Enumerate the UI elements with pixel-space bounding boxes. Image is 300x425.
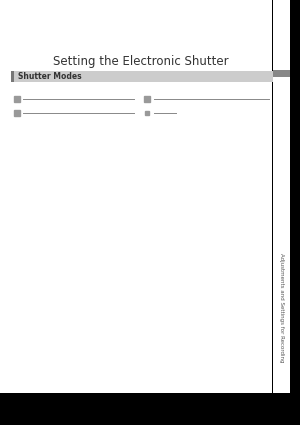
FancyBboxPatch shape: [11, 71, 14, 82]
FancyBboxPatch shape: [273, 0, 290, 393]
FancyBboxPatch shape: [273, 70, 290, 76]
FancyBboxPatch shape: [0, 0, 272, 393]
Text: Shutter Modes: Shutter Modes: [18, 72, 82, 81]
Text: Adjustments and Settings for Recording: Adjustments and Settings for Recording: [279, 253, 284, 363]
Text: Setting the Electronic Shutter: Setting the Electronic Shutter: [53, 55, 229, 68]
FancyBboxPatch shape: [11, 71, 273, 82]
